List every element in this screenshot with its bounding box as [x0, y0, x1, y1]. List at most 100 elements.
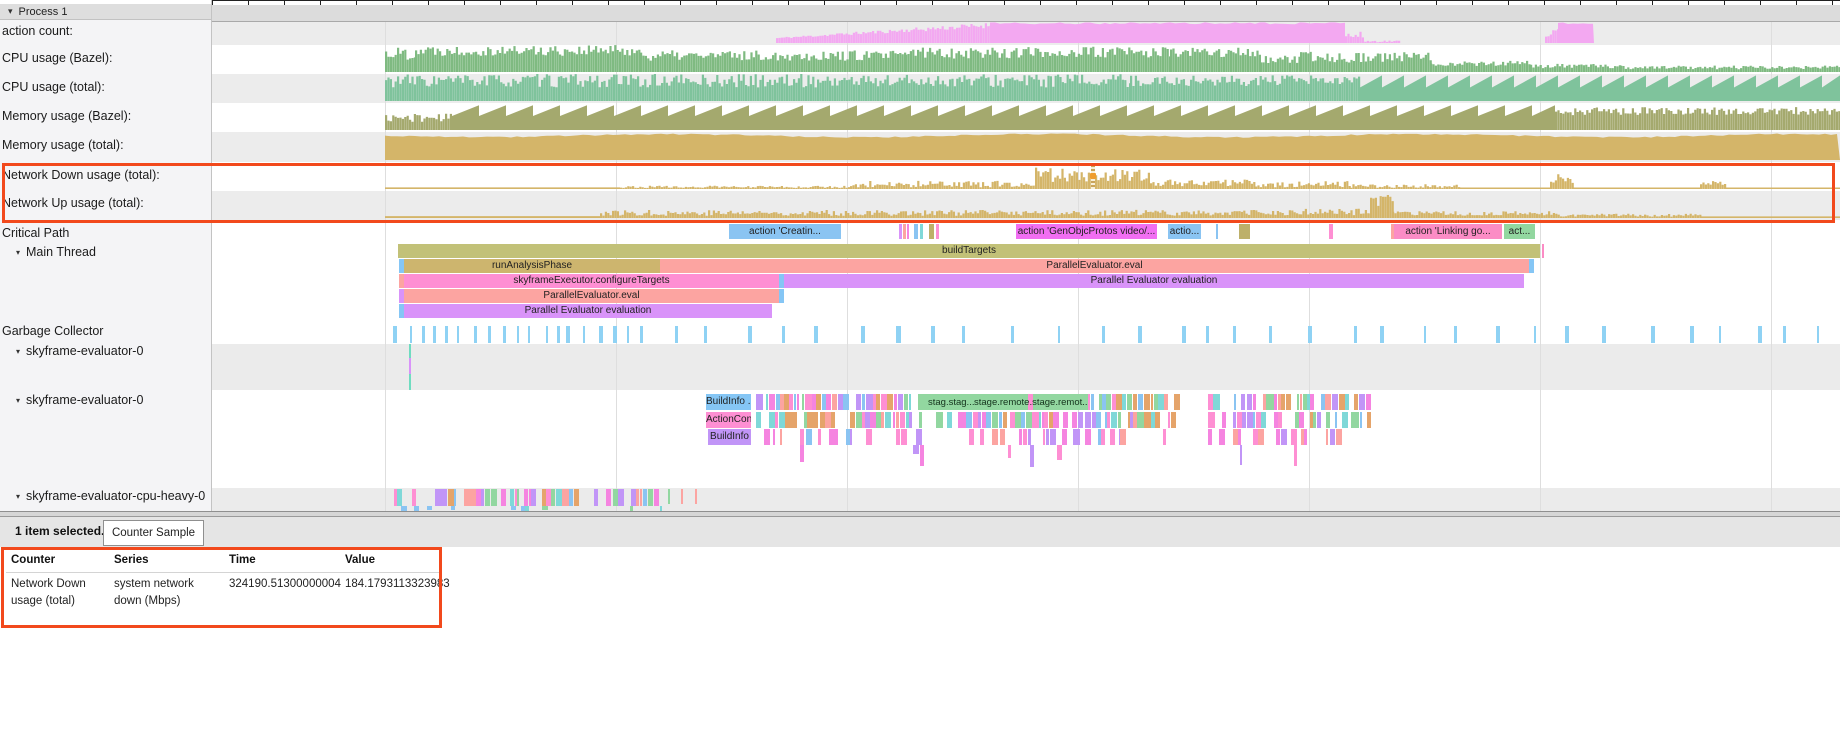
- skyframe2-r2-slice[interactable]: [1342, 412, 1349, 428]
- main-thread-depth2-slice[interactable]: [779, 274, 784, 288]
- cpu-heavy-sub-slice[interactable]: [541, 506, 548, 510]
- skyframe2-r3-slice[interactable]: [866, 429, 872, 445]
- skyframe2-r1-slice[interactable]: [1345, 394, 1349, 410]
- skyframe2-r1-slice[interactable]: [1365, 394, 1372, 410]
- cpu-heavy-slice[interactable]: [454, 489, 457, 506]
- garbage-collector-tick[interactable]: [782, 326, 785, 343]
- skyframe2-r3-slice[interactable]: [1280, 429, 1288, 445]
- garbage-collector-tick[interactable]: [1380, 326, 1384, 343]
- skyframe2-r2-slice[interactable]: [825, 412, 831, 428]
- skyframe2-r2-slice[interactable]: [1010, 412, 1015, 428]
- skyframe2-r3-slice[interactable]: [1301, 429, 1304, 445]
- skyframe2-r1-slice[interactable]: [1116, 394, 1122, 410]
- garbage-collector-tick[interactable]: [409, 326, 413, 343]
- critical-path-slice[interactable]: [899, 224, 902, 239]
- skyframe2-r2-slice[interactable]: [978, 412, 982, 428]
- cpu-heavy-slice[interactable]: [562, 489, 569, 506]
- cpu-heavy-slice[interactable]: [542, 489, 546, 506]
- cpu-heavy-slice[interactable]: [509, 489, 514, 506]
- critical-path-slice[interactable]: [914, 224, 918, 239]
- garbage-collector-tick[interactable]: [1206, 326, 1210, 343]
- skyframe2-r2-slice[interactable]: [1155, 412, 1158, 428]
- skyframe2-r2-slice[interactable]: [1127, 412, 1130, 428]
- skyframe2-r1-slice[interactable]: [918, 394, 924, 410]
- skyframe2-r2-slice[interactable]: [1242, 412, 1247, 428]
- skyframe2-descenders-slice[interactable]: [1007, 445, 1011, 458]
- skyframe2-descenders-slice[interactable]: [800, 445, 805, 462]
- skyframe2-r1-slice[interactable]: [1213, 394, 1221, 410]
- garbage-collector-tick[interactable]: [896, 326, 902, 343]
- skyframe2-r2-slice[interactable]: [936, 412, 943, 428]
- skyframe2-r2-slice[interactable]: [1044, 412, 1049, 428]
- skyframe2-r3-slice[interactable]: [779, 429, 782, 445]
- skyframe2-r2-slice[interactable]: [981, 412, 986, 428]
- skyframe2-r2-slice[interactable]: [807, 412, 811, 428]
- skyframe2-r3-slice[interactable]: [900, 429, 908, 445]
- cpu-heavy-sub-slice[interactable]: [426, 506, 432, 510]
- sidebar-track-label[interactable]: Network Up usage (total):: [2, 196, 208, 210]
- skyframe2-descenders-slice[interactable]: [1057, 445, 1062, 461]
- skyframe2-r2-slice[interactable]: [803, 412, 807, 428]
- cpu-heavy-slice[interactable]: [642, 489, 648, 506]
- garbage-collector-tick[interactable]: [474, 326, 478, 343]
- skyframe2-r2-slice[interactable]: [756, 412, 762, 428]
- garbage-collector-tick[interactable]: [1424, 326, 1427, 343]
- skyframe2-r1-slice[interactable]: [1332, 394, 1339, 410]
- garbage-collector-tick[interactable]: [527, 326, 530, 343]
- skyframe2-r3-slice[interactable]: [1290, 429, 1297, 445]
- garbage-collector-tick[interactable]: [1354, 326, 1357, 343]
- garbage-collector-tick[interactable]: [613, 326, 617, 343]
- garbage-collector-tick[interactable]: [1102, 326, 1105, 343]
- skyframe2-r1-slice[interactable]: [766, 394, 769, 410]
- cpu-heavy-slice[interactable]: [394, 489, 397, 506]
- cpu-heavy-slice[interactable]: [397, 489, 403, 506]
- garbage-collector-tick[interactable]: [487, 326, 491, 343]
- skyframe2-r1-slice[interactable]: [793, 394, 797, 410]
- skyframe2-r2-slice[interactable]: [1117, 412, 1121, 428]
- skyframe2-r2-slice[interactable]: [1015, 412, 1021, 428]
- garbage-collector-tick[interactable]: [445, 326, 448, 343]
- skyframe2-r3-slice[interactable]: [773, 429, 776, 445]
- counter-track-memory-usage-bazel[interactable]: [0, 103, 1840, 132]
- skyframe2-r3-slice[interactable]: [1162, 429, 1166, 445]
- sidebar-track-label[interactable]: CPU usage (total):: [2, 80, 208, 94]
- skyframe2-r2-slice[interactable]: [1232, 412, 1237, 428]
- cpu-heavy-slice[interactable]: [484, 489, 491, 506]
- skyframe2-r2-slice[interactable]: [1359, 412, 1362, 428]
- skyframe2-r1-slice[interactable]: [880, 394, 887, 410]
- skyframe2-r2-slice[interactable]: [919, 412, 923, 428]
- skyframe2-r3-slice[interactable]: [1027, 429, 1031, 445]
- skyframe2-r1-slice[interactable]: [1285, 394, 1292, 410]
- process-header[interactable]: ▾ Process 1: [0, 4, 211, 20]
- skyframe1-slice-overlay[interactable]: [409, 358, 411, 374]
- skyframe2-r3-slice[interactable]: [1098, 429, 1101, 445]
- critical-path-slice[interactable]: act...: [1504, 224, 1535, 239]
- garbage-collector-tick[interactable]: [931, 326, 936, 343]
- skyframe2-r2-slice[interactable]: [899, 412, 906, 428]
- garbage-collector-tick[interactable]: [545, 326, 548, 343]
- cpu-heavy-sub-slice[interactable]: [401, 506, 408, 513]
- skyframe2-r1-slice[interactable]: [1240, 394, 1245, 410]
- skyframe2-r2-slice[interactable]: [966, 412, 973, 428]
- garbage-collector-tick[interactable]: [1308, 326, 1312, 343]
- skyframe2-r1-slice[interactable]: [1208, 394, 1213, 410]
- skyframe2-r2-slice[interactable]: [1246, 412, 1253, 428]
- panel-splitter[interactable]: [0, 511, 1840, 517]
- skyframe2-r1-slice[interactable]: [1150, 394, 1154, 410]
- cpu-heavy-slice[interactable]: [635, 489, 640, 506]
- main-thread-depth2-slice[interactable]: Parallel Evaluator evaluation: [784, 274, 1524, 288]
- skyframe2-r2-slice[interactable]: [1273, 412, 1278, 428]
- garbage-collector-tick[interactable]: [393, 326, 397, 343]
- skyframe2-r2-slice[interactable]: [875, 412, 881, 428]
- garbage-collector-tick[interactable]: [962, 326, 966, 343]
- skyframe2-r3-slice[interactable]: [1062, 429, 1067, 445]
- cpu-heavy-slice[interactable]: [528, 489, 531, 506]
- cpu-heavy-slice[interactable]: [514, 489, 517, 506]
- skyframe2-r2-slice[interactable]: [1295, 412, 1299, 428]
- skyframe2-r2-slice[interactable]: [1032, 412, 1039, 428]
- skyframe2-r3-slice[interactable]: [1022, 429, 1028, 445]
- cpu-heavy-slice[interactable]: [447, 489, 454, 506]
- cpu-heavy-slice[interactable]: [618, 489, 624, 506]
- cpu-heavy-sub-slice[interactable]: [451, 506, 456, 510]
- skyframe2-r3-slice[interactable]: [968, 429, 974, 445]
